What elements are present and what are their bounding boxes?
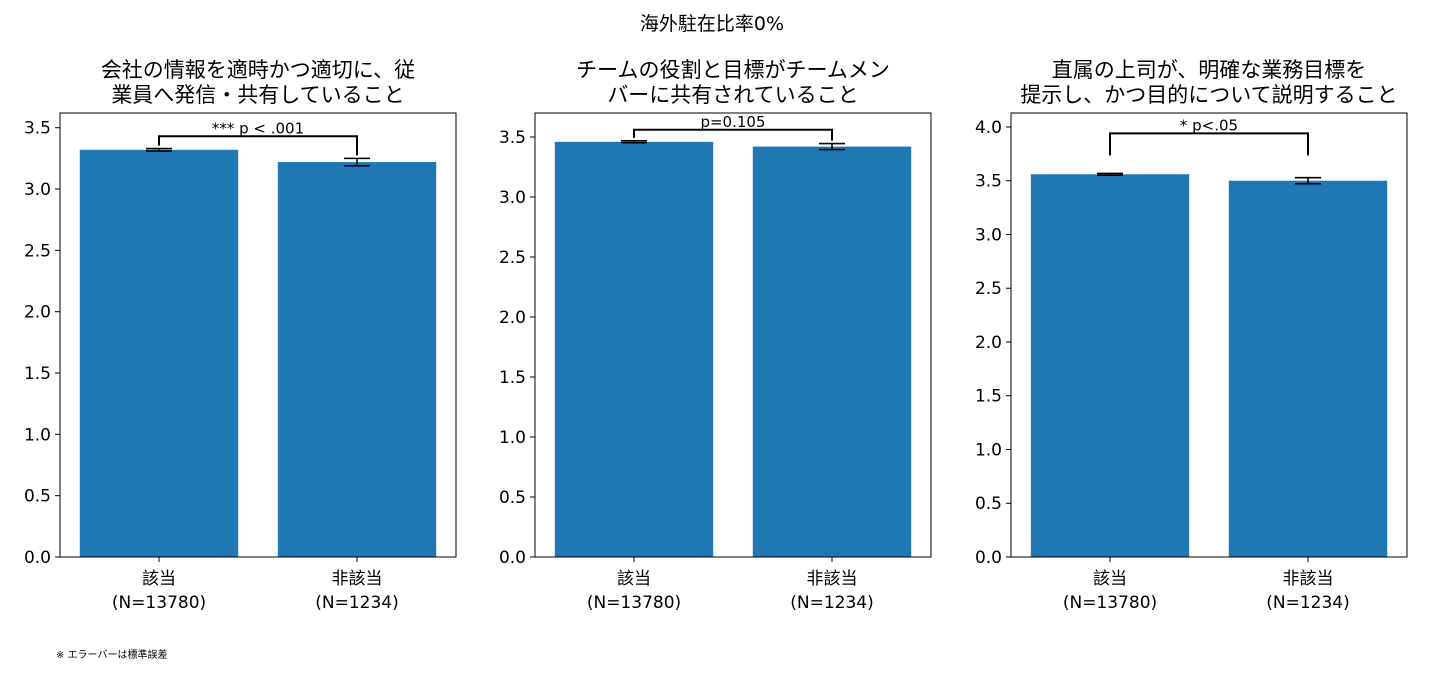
- y-tick-label: 3.5: [975, 172, 1002, 192]
- y-tick-label: 1.0: [975, 440, 1002, 460]
- y-tick-label: 3.0: [24, 180, 51, 200]
- y-tick-label: 2.0: [24, 303, 51, 323]
- bar: [1228, 180, 1388, 557]
- y-tick-label: 2.0: [499, 308, 526, 328]
- significance-bracket: [1109, 132, 1309, 156]
- y-tick-label: 2.5: [24, 241, 51, 261]
- y-tick-label: 1.5: [975, 387, 1002, 407]
- axes-frame: [59, 112, 457, 558]
- y-tick-label: 0.5: [499, 488, 526, 508]
- x-tick-label: (N=13780): [1063, 593, 1157, 613]
- chart-title-line: チームの役割と目標がチームメン: [576, 58, 890, 82]
- y-tick-label: 3.0: [499, 188, 526, 208]
- y-tick-label: 4.0: [975, 118, 1002, 138]
- significance-bracket: [633, 128, 833, 141]
- x-tick-label: 非該当: [332, 569, 383, 589]
- y-tick-label: 0.0: [975, 548, 1002, 568]
- y-tick-label: 3.0: [975, 225, 1002, 245]
- x-tick-label: (N=1234): [315, 593, 399, 613]
- x-tick-label: (N=1234): [1266, 593, 1350, 613]
- x-tick-label: 該当: [142, 569, 176, 589]
- x-tick-label: 非該当: [1283, 569, 1334, 589]
- y-tick-label: 2.0: [975, 333, 1002, 353]
- chart-title-line: 直属の上司が、明確な業務目標を: [1052, 58, 1367, 82]
- bar: [554, 141, 714, 558]
- y-tick-label: 0.5: [24, 487, 51, 507]
- axes-frame: [1010, 112, 1408, 558]
- axes-frame: [534, 112, 932, 558]
- y-tick-label: 1.0: [499, 428, 526, 448]
- bar: [1030, 174, 1190, 558]
- chart-title-line: 提示し、かつ目的について説明すること: [1020, 83, 1397, 107]
- y-tick-label: 3.5: [24, 119, 51, 139]
- y-tick-label: 0.0: [499, 548, 526, 568]
- bar: [752, 146, 912, 557]
- chart-title-line: 業員へ発信・共有していること: [111, 83, 404, 107]
- y-tick-label: 1.5: [499, 368, 526, 388]
- significance-label: p=0.105: [700, 113, 765, 131]
- y-tick-label: 1.5: [24, 364, 51, 384]
- chart-title-line: 会社の情報を適時かつ適切に、従: [101, 58, 415, 82]
- significance-label: *** p < .001: [212, 119, 304, 137]
- x-tick-label: (N=13780): [587, 593, 681, 613]
- y-tick-label: 1.0: [24, 425, 51, 445]
- x-tick-label: (N=1234): [790, 593, 874, 613]
- y-tick-label: 0.0: [24, 548, 51, 568]
- error-bar-footnote: ※ エラーバーは標準誤差: [56, 648, 167, 661]
- x-tick-label: 該当: [1093, 569, 1127, 589]
- x-tick-label: (N=13780): [112, 593, 206, 613]
- figure-suptitle: 海外駐在比率0%: [640, 13, 784, 35]
- significance-label: * p<.05: [1180, 116, 1238, 134]
- y-tick-label: 2.5: [499, 248, 526, 268]
- y-tick-label: 0.5: [975, 494, 1002, 514]
- bar: [277, 162, 437, 557]
- y-tick-label: 3.5: [499, 128, 526, 148]
- x-tick-label: 該当: [617, 569, 651, 589]
- bar: [79, 149, 239, 557]
- x-tick-label: 非該当: [807, 569, 858, 589]
- significance-bracket: [158, 135, 358, 156]
- chart-title-line: バーに共有されていること: [607, 83, 858, 107]
- y-tick-label: 2.5: [975, 279, 1002, 299]
